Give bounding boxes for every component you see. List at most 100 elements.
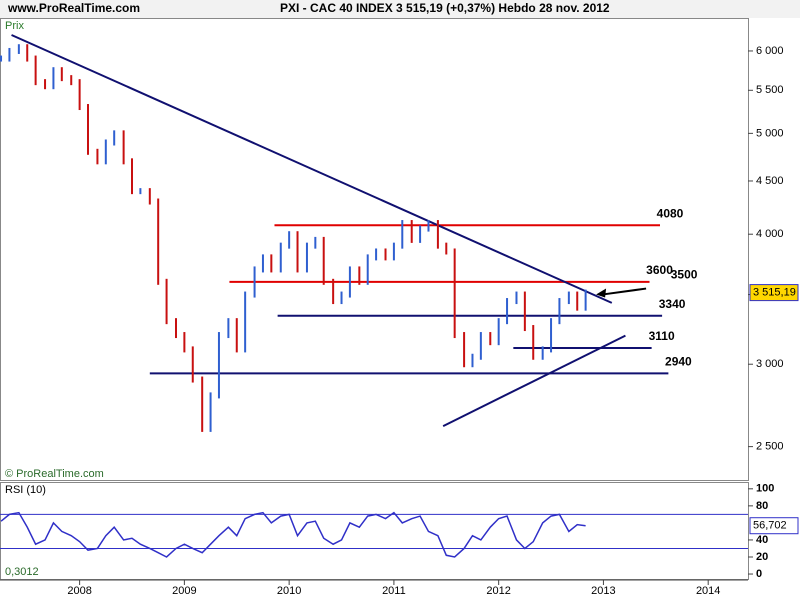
price-bar [384,248,387,261]
arrow [601,287,647,296]
price-bar [445,242,448,255]
x-tick-label: 2009 [172,585,196,597]
price-bar [279,242,282,273]
price-bar [436,220,439,249]
price-bar [567,291,570,305]
price-panel [0,18,749,481]
price-bar [165,278,168,325]
price-bar [270,254,273,273]
y-tick-label: 40 [756,534,768,546]
header-bar [0,0,800,18]
price-bar [183,332,186,353]
price-bar [261,254,264,273]
price-bar [489,332,492,346]
panel-name: Prix [5,20,24,32]
panel-name: RSI (10) [5,484,46,496]
price-bar [322,236,325,285]
last-value-box [749,517,799,535]
arrow-head [596,288,607,298]
price-bar [227,318,230,339]
price-bar [139,188,142,195]
trend-line [442,334,626,428]
y-tick-label: 5 000 [756,127,784,139]
price-bar [157,198,160,285]
price-bar [209,392,212,432]
price-bar [78,79,81,111]
credit: © ProRealTime.com [5,468,104,480]
level-label: 2940 [665,355,692,369]
level-label: 3340 [659,297,686,311]
price-bar [392,242,395,261]
price-bar [122,130,125,165]
price-bar [340,291,343,305]
price-bar [358,266,361,285]
price-bar [558,298,561,325]
y-tick-label: 4 500 [756,175,784,187]
price-bar [26,44,29,62]
price-bar [401,220,404,249]
price-bar [87,104,89,155]
price-bar [523,291,526,332]
price-bar [52,67,55,90]
y-tick-label: 4 000 [756,228,784,240]
price-bar [96,148,99,165]
price-bar [305,242,308,273]
rsi-panel [0,482,749,580]
price-bar [497,318,500,346]
x-tick-label: 2013 [591,585,615,597]
price-bar [113,130,116,146]
price-bar [244,291,247,353]
price-bar [104,139,107,165]
level-label: 3110 [649,329,675,343]
trend-line [11,34,613,304]
price-bar [217,332,220,399]
price-bar [375,248,378,261]
last-value-label: 3 515,19 [753,287,796,299]
price-bar [453,248,456,339]
price-bar [175,318,177,339]
price-bar [8,47,11,62]
level-label: 4080 [657,206,684,220]
x-tick-label: 2012 [486,585,510,597]
price-bar [253,266,256,298]
price-bar [191,346,194,383]
price-bar [541,346,544,360]
price-bar [314,236,317,249]
price-bar [44,79,47,90]
last-value-box [749,284,799,302]
price-bar [148,188,151,205]
x-tick-label: 2008 [67,585,91,597]
rsi-line [0,511,586,558]
y-tick-label: 3 000 [756,358,784,370]
y-tick-label: 80 [756,500,768,512]
note: 0,3012 [5,566,39,578]
price-bar [550,318,553,353]
x-tick-label: 2011 [382,585,406,597]
title: PXI - CAC 40 INDEX 3 515,19 (+0,37%) Heb… [280,1,610,15]
price-bar [532,325,535,360]
price-bar [70,75,73,86]
y-tick-label: 6 000 [756,45,784,57]
price-bar [506,298,509,325]
price-bar [201,376,204,432]
price-bar [0,55,3,62]
price-bar [366,254,369,285]
price-bar [332,278,335,305]
price-bar [131,158,133,195]
price-bar [584,289,587,311]
y-tick-label: 100 [756,483,774,495]
y-tick-label: 2 500 [756,441,784,453]
price-bar [471,353,474,368]
price-bar [410,220,413,243]
price-bar [515,291,518,305]
y-tick-label: 20 [756,551,768,563]
y-tick-label: 0 [756,568,762,580]
price-bar [17,44,20,54]
price-bar [427,220,430,232]
site: www.ProRealTime.com [7,1,140,15]
price-bar [419,225,422,243]
price-bar [60,67,63,82]
x-tick-label: 2010 [277,585,301,597]
y-tick-label: 5 500 [756,84,784,96]
